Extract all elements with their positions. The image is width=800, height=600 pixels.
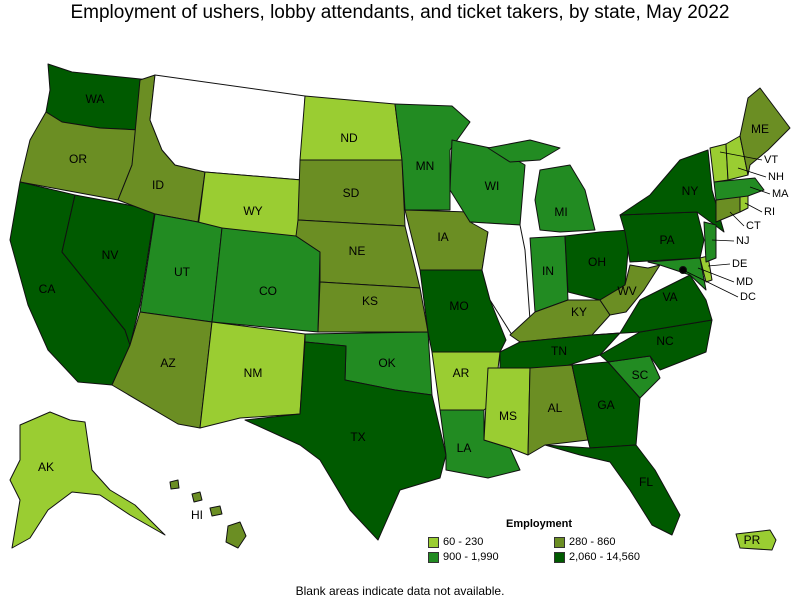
state-AL[interactable] — [527, 364, 589, 456]
state-MD[interactable] — [647, 257, 707, 291]
label-CA: CA — [39, 282, 56, 296]
state-MA[interactable] — [713, 177, 765, 201]
label-CO: CO — [259, 284, 277, 298]
state-HI-kauai[interactable] — [169, 479, 180, 490]
label-NY: NY — [682, 184, 699, 198]
legend-label-bin-1: 280 - 860 — [569, 536, 616, 548]
label-NH: NH — [768, 171, 784, 183]
label-PA: PA — [659, 233, 674, 247]
legend-item-bin-0: 60 - 230 — [428, 536, 483, 548]
legend-label-bin-3: 2,060 - 14,560 — [569, 551, 640, 563]
label-KS: KS — [362, 294, 378, 308]
legend-title: Employment — [506, 518, 573, 530]
label-MI: MI — [554, 205, 567, 219]
state-NJ[interactable] — [703, 221, 717, 263]
leader-VT — [719, 151, 763, 161]
leader-MD — [697, 267, 735, 283]
label-RI: RI — [764, 206, 775, 218]
label-IA: IA — [437, 230, 448, 244]
state-TX[interactable] — [244, 341, 447, 541]
legend-swatch-bin-1 — [554, 536, 565, 548]
label-MA: MA — [772, 188, 789, 200]
label-AZ: AZ — [160, 356, 175, 370]
label-TN: TN — [551, 344, 567, 358]
state-HI-maui[interactable] — [209, 505, 223, 517]
label-WA: WA — [86, 92, 105, 106]
state-HI-oahu[interactable] — [191, 491, 203, 503]
legend-swatch-bin-2 — [428, 551, 439, 563]
label-DE: DE — [732, 258, 747, 270]
label-NJ: NJ — [736, 235, 749, 247]
label-AL: AL — [548, 401, 563, 415]
legend-item-bin-1: 280 - 860 — [554, 536, 615, 548]
label-MO: MO — [449, 299, 468, 313]
label-ID: ID — [152, 178, 164, 192]
state-NY[interactable] — [619, 149, 725, 233]
label-GA: GA — [597, 398, 614, 412]
legend-label-bin-2: 900 - 1,990 — [443, 551, 499, 563]
label-VT: VT — [764, 154, 778, 166]
label-SD: SD — [343, 186, 360, 200]
footnote: Blank areas indicate data not available. — [295, 584, 505, 598]
leader-CT — [729, 211, 745, 227]
leader-RI — [744, 202, 763, 213]
label-ND: ND — [340, 131, 358, 145]
state-MI-upper[interactable] — [487, 139, 561, 163]
label-SC: SC — [632, 368, 649, 382]
label-NC: NC — [656, 334, 674, 348]
label-AK: AK — [38, 460, 54, 474]
state-AK[interactable] — [9, 411, 166, 549]
label-OK: OK — [378, 356, 395, 370]
label-MN: MN — [416, 159, 435, 173]
label-OH: OH — [588, 255, 606, 269]
legend-swatch-bin-3 — [554, 551, 565, 563]
label-WV: WV — [617, 284, 636, 298]
label-WY: WY — [243, 204, 262, 218]
label-OR: OR — [69, 152, 87, 166]
state-HI[interactable] — [225, 521, 247, 549]
label-MD: MD — [736, 276, 753, 288]
state-MS[interactable] — [483, 367, 531, 456]
state-PR[interactable] — [735, 529, 777, 551]
label-WI: WI — [485, 179, 500, 193]
label-TX: TX — [350, 430, 365, 444]
state-ND[interactable] — [299, 95, 403, 161]
label-UT: UT — [174, 265, 191, 279]
leader-MA — [749, 186, 771, 195]
state-FL[interactable] — [544, 444, 681, 536]
state-VT[interactable] — [709, 143, 729, 183]
state-MI[interactable] — [534, 164, 596, 233]
label-MS: MS — [499, 409, 517, 423]
leader-DC — [682, 269, 739, 298]
state-CO[interactable] — [211, 227, 321, 333]
state-LA[interactable] — [439, 409, 521, 479]
label-ME: ME — [751, 122, 769, 136]
leader-NJ — [711, 239, 735, 242]
label-NV: NV — [102, 248, 119, 262]
label-NM: NM — [244, 366, 263, 380]
legend-swatch-bin-0 — [428, 536, 439, 548]
leader-NH — [737, 167, 767, 178]
label-IN: IN — [542, 264, 554, 278]
label-KY: KY — [571, 305, 587, 319]
label-NE: NE — [349, 244, 366, 258]
label-HI: HI — [191, 508, 203, 522]
legend-item-bin-2: 900 - 1,990 — [428, 551, 499, 563]
label-PR: PR — [744, 533, 761, 547]
legend-label-bin-0: 60 - 230 — [443, 536, 484, 548]
label-VA: VA — [662, 290, 677, 304]
state-NM[interactable] — [199, 321, 306, 429]
legend-item-bin-3: 2,060 - 14,560 — [554, 551, 640, 563]
map-title: Employment of ushers, lobby attendants, … — [70, 2, 730, 23]
label-AR: AR — [453, 366, 470, 380]
label-CT: CT — [746, 220, 761, 232]
label-FL: FL — [639, 475, 653, 489]
leader-DE — [707, 263, 731, 267]
label-DC: DC — [740, 291, 756, 303]
label-LA: LA — [457, 441, 472, 455]
